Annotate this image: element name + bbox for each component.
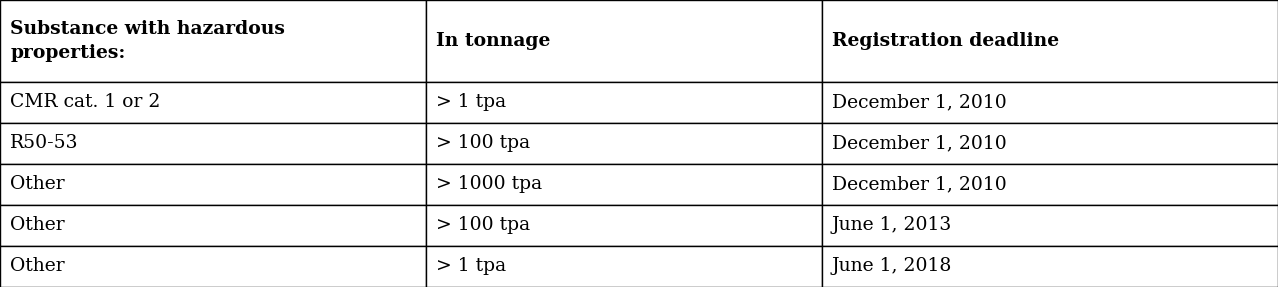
Text: In tonnage: In tonnage: [436, 32, 550, 50]
Bar: [822, 82, 1278, 123]
Bar: [0, 164, 426, 205]
Bar: [426, 0, 822, 82]
Text: Substance with hazardous
properties:: Substance with hazardous properties:: [10, 20, 285, 62]
Bar: [0, 205, 426, 246]
Text: June 1, 2013: June 1, 2013: [832, 216, 952, 234]
Bar: [426, 82, 822, 123]
Text: Other: Other: [10, 175, 65, 193]
Bar: [0, 82, 426, 123]
Bar: [822, 164, 1278, 205]
Bar: [822, 123, 1278, 164]
Bar: [426, 246, 822, 287]
Text: Other: Other: [10, 216, 65, 234]
Bar: [822, 205, 1278, 246]
Bar: [822, 0, 1278, 82]
Text: Registration deadline: Registration deadline: [832, 32, 1059, 50]
Bar: [0, 0, 426, 82]
Bar: [0, 123, 426, 164]
Text: > 1000 tpa: > 1000 tpa: [436, 175, 542, 193]
Text: December 1, 2010: December 1, 2010: [832, 134, 1007, 152]
Bar: [426, 164, 822, 205]
Text: > 1 tpa: > 1 tpa: [436, 93, 506, 111]
Text: Other: Other: [10, 257, 65, 276]
Text: > 1 tpa: > 1 tpa: [436, 257, 506, 276]
Text: CMR cat. 1 or 2: CMR cat. 1 or 2: [10, 93, 161, 111]
Bar: [426, 123, 822, 164]
Bar: [426, 205, 822, 246]
Text: December 1, 2010: December 1, 2010: [832, 93, 1007, 111]
Text: > 100 tpa: > 100 tpa: [436, 134, 530, 152]
Text: > 100 tpa: > 100 tpa: [436, 216, 530, 234]
Text: December 1, 2010: December 1, 2010: [832, 175, 1007, 193]
Text: R50-53: R50-53: [10, 134, 79, 152]
Bar: [0, 246, 426, 287]
Text: June 1, 2018: June 1, 2018: [832, 257, 952, 276]
Bar: [822, 246, 1278, 287]
